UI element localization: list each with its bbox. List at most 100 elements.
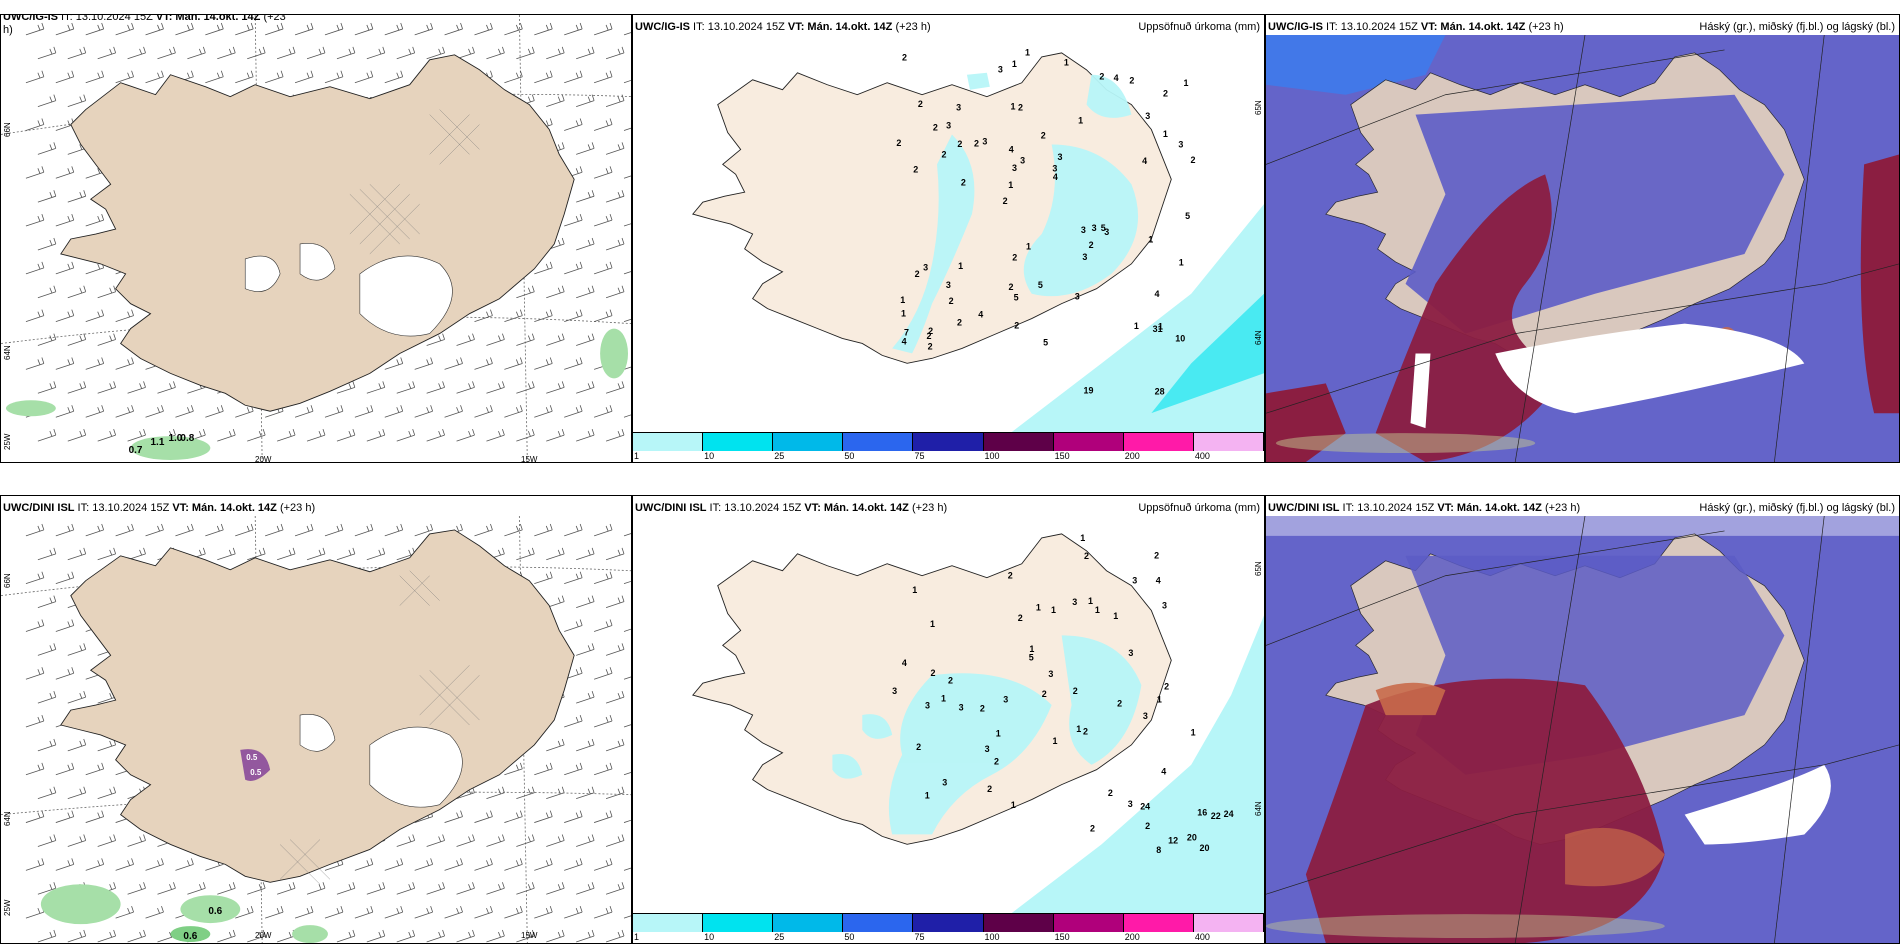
wind-barb [67,190,87,203]
wind-value-label: 1.0 [168,433,182,444]
cloud-map-panel-row2: UWC/DINI ISL IT: 13.10.2024 15Z VT: Mán.… [1265,495,1900,944]
wind-barb [25,213,45,227]
wind-barb [593,762,613,776]
precip-value-label: 2 [1117,698,1122,708]
wind-barb [127,429,146,442]
colorbar-swatch [913,433,984,451]
precip-value-label: 10 [1175,334,1185,344]
wind-barb [67,929,87,943]
model-name: UWC/IG-IS [635,21,690,33]
wind-barb [384,70,404,84]
wind-barb [605,190,625,203]
wind-barb [187,46,206,60]
precip-variable-label: Uppsöfnuð úrkoma (mm) [1138,502,1260,514]
wind-barb [67,738,87,752]
wind-barb [474,309,493,323]
precip-value-label: 3 [956,103,961,113]
wind-barb [605,691,625,704]
wind-barb [504,70,523,84]
colorbar-tick-label: 50 [844,932,855,942]
colorbar-swatch [913,914,984,932]
precip-value-label: 2 [942,149,947,159]
valid-time: VT: Mán. 14.okt. 14Z [172,502,277,514]
colorbar-tick-label: 25 [774,932,785,942]
precip-value-label: 2 [980,704,985,714]
wind-barb [546,882,565,895]
wind-barb [576,381,595,394]
wind-barb [414,405,434,418]
wind-barb [67,333,87,346]
wind-barb [504,762,523,776]
wind-barb [205,70,224,84]
precip-value-label: 1 [1008,180,1013,190]
wind-barb [354,70,374,84]
precip-value-label: 1 [1191,727,1196,737]
wind-barb [217,547,236,561]
wind-barb [623,79,631,84]
wind-barb [235,70,254,84]
wind-barb [127,882,146,895]
wind-barb [576,190,595,203]
wind-barb [127,46,146,60]
wind-barb [55,523,75,537]
wind-barb [85,762,105,776]
precip-value-label: 2 [1084,551,1089,561]
wind-barb [564,858,583,871]
wind-barb [576,46,595,60]
wind-barb [623,223,631,227]
wind-barb [55,405,75,418]
wind-barb [426,333,445,346]
wind-barb [426,429,445,442]
wind-barb [396,381,416,394]
colorbar-swatch [1193,433,1264,451]
wind-barb [426,381,445,394]
colorbar-tick-label: 150 [1054,932,1070,942]
wind-barb [127,547,146,561]
precip-value-label: 1 [1026,242,1031,252]
wind-value-label: 0.6 [208,906,222,917]
wind-barb [145,523,164,537]
wind-barb [486,46,505,60]
precip-value-label: 4 [1009,145,1014,155]
wind-barb [25,714,45,728]
wind-barb [25,762,45,776]
cloud-map-header-row2: UWC/DINI ISL IT: 13.10.2024 15Z VT: Mán.… [1268,502,1580,515]
wind-barb [37,333,57,346]
wind-barb [265,70,284,84]
wind-barb [115,22,134,36]
wind-barb [25,309,45,323]
precip-value-label: 1 [1011,101,1016,111]
wind-barb [85,858,105,871]
precip-value-label: 1 [1163,129,1168,139]
wind-barb [516,285,535,299]
precip-value-label: 1 [1088,596,1093,606]
wind-barb [605,786,625,800]
wind-barb [623,175,631,179]
precip-value-label: 2 [1191,155,1196,165]
precip-value-label: 3 [998,65,1003,75]
wind-barb [504,858,523,871]
wind-barb [115,858,134,871]
wind-barb [576,786,595,800]
wind-barb [564,762,583,776]
wind-barb [384,858,404,871]
wind-barb [534,70,553,84]
wind-barb [504,22,523,36]
wind-value-label: 0.5 [246,753,258,762]
wind-barb [37,547,57,561]
precip-value-label: 7 [904,328,909,338]
wind-barb [623,318,631,323]
wind-barb [534,762,553,776]
precip-value-label: 1 [1076,724,1081,734]
colorbar-swatch [983,433,1054,451]
colorbar-tick-label: 10 [704,932,715,942]
wind-barb [276,929,296,943]
forecast-hour: (+23 [260,14,286,23]
lat-label-64n: 64N [3,345,12,360]
wind-barb [25,261,45,275]
wind-barb [593,22,613,36]
cloud-variable-label: Háský (gr.), miðský (fj.bl.) og lágský (… [1699,21,1895,33]
wind-barb [115,309,134,323]
wind-barb [504,810,523,823]
precip-value-label: 2 [930,668,935,678]
